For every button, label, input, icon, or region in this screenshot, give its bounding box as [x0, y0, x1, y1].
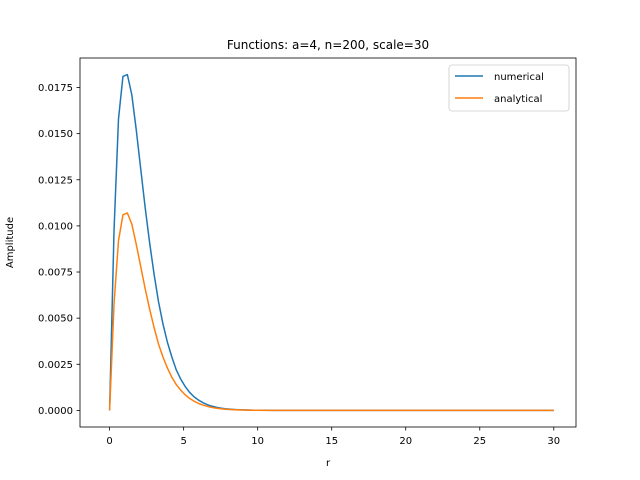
- x-tick-label: 30: [547, 436, 560, 447]
- x-tick-label: 10: [251, 436, 264, 447]
- legend-label-numerical: numerical: [494, 72, 544, 83]
- y-tick-label: 0.0125: [38, 175, 73, 186]
- y-tick-label: 0.0075: [38, 268, 73, 279]
- chart-title: Functions: a=4, n=200, scale=30: [227, 38, 429, 52]
- x-tick-label: 5: [180, 436, 186, 447]
- x-axis-ticks: 0 5 10 15 20 25 30: [106, 427, 560, 447]
- y-tick-label: 0.0175: [38, 83, 73, 94]
- y-tick-label: 0.0150: [38, 129, 73, 140]
- x-tick-label: 20: [399, 436, 412, 447]
- legend: numerical analytical: [448, 64, 570, 112]
- plot-lines: [108, 73, 554, 412]
- y-tick-label: 0.0025: [38, 360, 73, 371]
- y-tick-label: 0.0000: [38, 406, 73, 417]
- y-tick-label: 0.0050: [38, 314, 73, 325]
- x-axis-label: r: [326, 458, 331, 469]
- y-tick-label: 0.0100: [38, 221, 73, 232]
- x-tick-label: 15: [325, 436, 338, 447]
- y-axis-label: Amplitude: [5, 217, 16, 268]
- series-line-analytical: [108, 212, 554, 412]
- legend-label-analytical: analytical: [494, 94, 542, 105]
- plot-frame: [79, 57, 577, 428]
- y-axis-ticks: 0.0000 0.0025 0.0050 0.0075 0.0100 0.0125 0.01…: [38, 83, 80, 417]
- x-tick-label: 0: [106, 436, 112, 447]
- x-tick-label: 25: [473, 436, 486, 447]
